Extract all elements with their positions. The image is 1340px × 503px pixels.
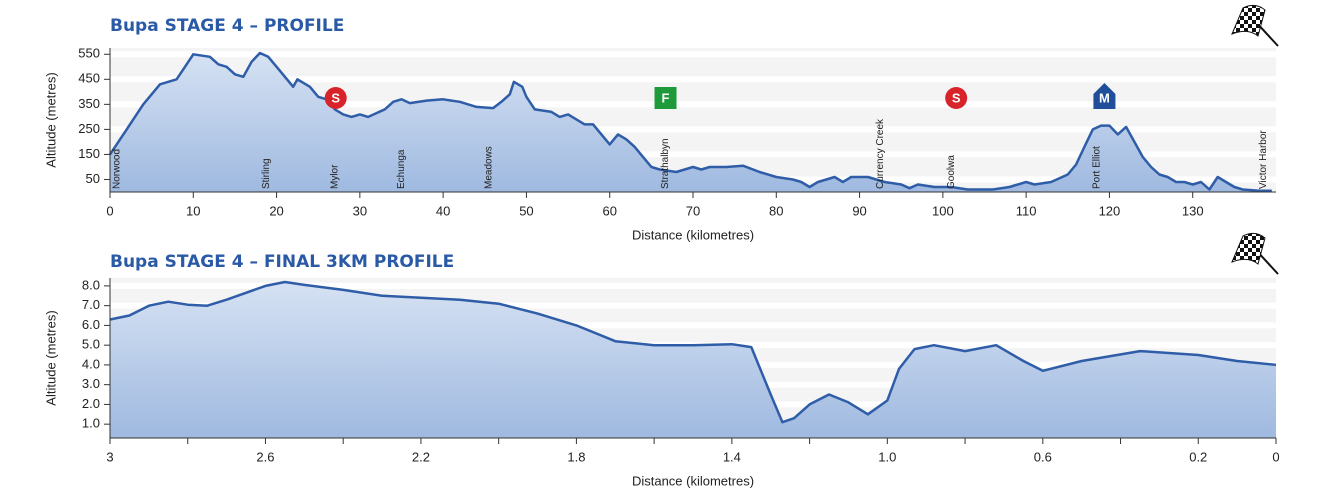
x-tick-label: 1.0	[878, 449, 896, 464]
place-label: Victor Harbor	[1258, 130, 1269, 189]
y-tick-label: 6.0	[82, 317, 100, 332]
marker-shape	[1093, 83, 1116, 109]
climb-marker: S	[945, 87, 968, 109]
y-tick-label: 5.0	[82, 337, 100, 352]
chart-title: Bupa STAGE 4 – PROFILE	[110, 16, 344, 36]
finish-flag	[1231, 4, 1279, 47]
area-line	[109, 280, 1277, 424]
x-tick-label: 2.6	[256, 449, 274, 464]
place-label: Echunga	[396, 149, 407, 189]
place-label: Norwood	[111, 149, 122, 189]
y-tick-label: 150	[78, 146, 100, 161]
x-tick-label: 30	[353, 203, 367, 218]
x-tick-label: 1.8	[567, 449, 585, 464]
marker-label: F	[662, 90, 670, 105]
climb-marker: S	[324, 87, 347, 109]
place-label: Goolwa	[946, 155, 957, 189]
x-tick-label: 3	[106, 449, 113, 464]
x-tick-label: 2.2	[412, 449, 430, 464]
place-label: Mylor	[330, 164, 341, 189]
climb-marker: F	[654, 87, 677, 109]
x-tick-label: 100	[932, 203, 954, 218]
finish-flag	[1231, 232, 1279, 275]
x-tick-label: 1.4	[723, 449, 741, 464]
y-tick-label: 8.0	[82, 277, 100, 292]
climb-marker: M	[1093, 83, 1116, 109]
x-tick-label: 0.6	[1034, 449, 1052, 464]
y-tick-label: 7.0	[82, 297, 100, 312]
y-tick-label: 1.0	[82, 416, 100, 431]
x-tick-label: 120	[1099, 203, 1121, 218]
y-tick-label: 450	[78, 71, 100, 86]
x-tick-label: 60	[602, 203, 616, 218]
place-label: Strathalbyn	[660, 138, 671, 189]
x-tick-label: 90	[852, 203, 866, 218]
marker-label: S	[331, 90, 340, 105]
x-tick-label: 80	[769, 203, 783, 218]
area-fill	[110, 282, 1276, 438]
x-tick-label: 10	[186, 203, 200, 218]
chart-title: Bupa STAGE 4 – FINAL 3KM PROFILE	[110, 252, 454, 272]
marker-shape	[945, 87, 968, 109]
place-label: Meadows	[484, 146, 495, 189]
x-tick-label: 0.2	[1189, 449, 1207, 464]
x-tick-label: 110	[1016, 203, 1037, 218]
y-tick-label: 4.0	[82, 356, 100, 371]
x-tick-label: 50	[519, 203, 533, 218]
marker-label: S	[952, 90, 961, 105]
x-tick-label: 0	[1272, 449, 1279, 464]
y-tick-label: 550	[78, 46, 100, 61]
y-tick-label: 3.0	[82, 376, 100, 391]
place-label: Port Elliot	[1092, 146, 1103, 189]
x-tick-label: 70	[686, 203, 700, 218]
x-tick-label: 130	[1182, 203, 1204, 218]
area-fill	[110, 53, 1272, 192]
x-axis-label: Distance (kilometres)	[632, 227, 754, 242]
place-label: Currency Creek	[875, 118, 886, 189]
y-axis-label: Altitude (metres)	[43, 72, 58, 167]
y-tick-label: 50	[86, 171, 100, 186]
x-tick-label: 20	[269, 203, 283, 218]
area-line	[108, 51, 1272, 192]
y-tick-label: 350	[78, 96, 100, 111]
marker-shape	[324, 87, 347, 109]
x-tick-label: 0	[106, 203, 113, 218]
marker-label: M	[1099, 90, 1110, 105]
marker-shape	[654, 87, 677, 109]
x-tick-label: 40	[436, 203, 450, 218]
y-tick-label: 2.0	[82, 396, 100, 411]
y-axis-label: Altitude (metres)	[43, 310, 58, 405]
place-label: Stirling	[261, 158, 272, 189]
x-axis-label: Distance (kilometres)	[632, 473, 754, 488]
y-tick-label: 250	[78, 121, 100, 136]
